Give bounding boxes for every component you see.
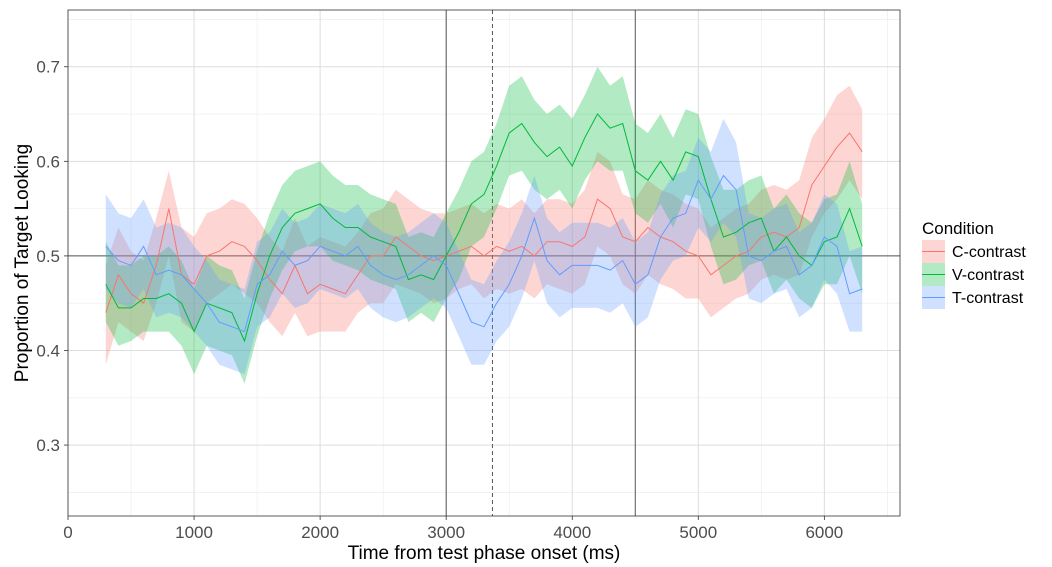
legend: Condition C-contrast V-contrast T-contrast: [922, 219, 1026, 309]
axis-ticks: [64, 66, 825, 520]
grid: [67, 10, 900, 516]
x-tick-label: 3000: [427, 523, 465, 542]
x-tick-label: 6000: [805, 523, 843, 542]
series-line-t-contrast: [105, 174, 863, 333]
ribbon-v-contrast: [105, 66, 863, 384]
x-axis-title: Time from test phase onset (ms): [348, 543, 621, 564]
y-axis-title: Proportion of Target Looking: [12, 144, 33, 382]
x-tick-label: 5000: [679, 523, 717, 542]
series-lines: [105, 113, 863, 343]
y-tick-label: 0.6: [36, 152, 60, 171]
series-line-v-contrast: [105, 113, 863, 343]
ribbons: [105, 66, 863, 384]
y-tick-label: 0.4: [36, 341, 60, 360]
x-tick-label: 1000: [175, 523, 213, 542]
y-tick-label: 0.7: [36, 58, 60, 77]
y-tick-label: 0.3: [36, 436, 60, 455]
series-line-c-contrast: [105, 132, 863, 313]
x-tick-labels: 0 1000 2000 3000 4000 5000 6000: [63, 523, 843, 542]
panel-border: [67, 9, 901, 517]
x-tick-label: 0: [63, 523, 72, 542]
y-tick-label: 0.5: [36, 247, 60, 266]
x-tick-label: 4000: [553, 523, 591, 542]
ribbon-c-contrast: [105, 85, 863, 365]
ribbon-t-contrast: [105, 118, 863, 375]
legend-title: Condition: [922, 219, 994, 238]
x-tick-label: 2000: [301, 523, 339, 542]
legend-label-v-contrast: V-contrast: [952, 267, 1025, 284]
y-tick-labels: 0.3 0.4 0.5 0.6 0.7: [36, 58, 60, 455]
legend-label-c-contrast: C-contrast: [952, 244, 1026, 261]
legend-label-t-contrast: T-contrast: [952, 290, 1024, 307]
